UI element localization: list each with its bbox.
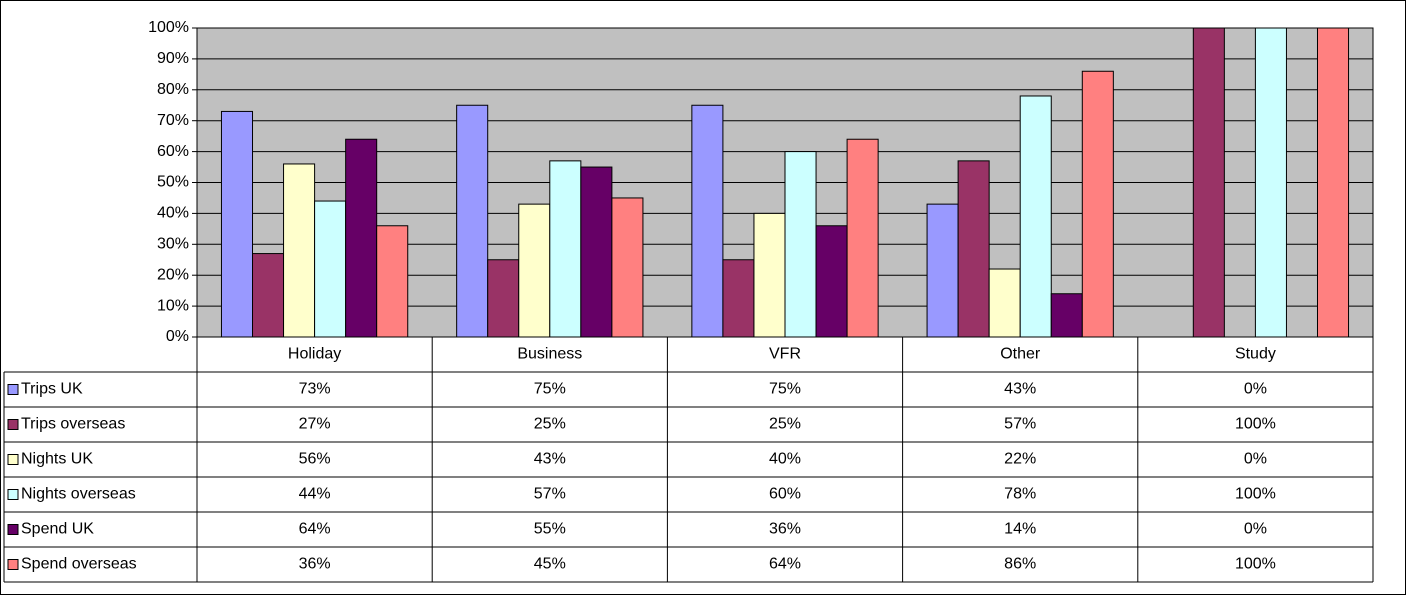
bar (1050, 293, 1083, 338)
table-value: 25% (534, 416, 566, 433)
bar (518, 203, 551, 338)
bar (722, 259, 755, 338)
table-value: 0% (1244, 521, 1267, 538)
bar (220, 110, 254, 338)
category-label: Other (1000, 346, 1041, 363)
table-value: 60% (769, 486, 801, 503)
table-value: 56% (299, 451, 331, 468)
category-label: Business (517, 346, 582, 363)
legend-key (7, 454, 19, 465)
bar (345, 138, 378, 338)
bar (784, 151, 817, 338)
table-value: 40% (769, 451, 801, 468)
category-label: VFR (769, 346, 801, 363)
bar (988, 268, 1021, 338)
bar (549, 160, 582, 338)
table-value: 36% (769, 521, 801, 538)
table-value: 100% (1235, 556, 1276, 573)
legend-key (7, 384, 19, 395)
legend-key (7, 419, 19, 430)
legend-label: Spend UK (21, 521, 94, 538)
table-value: 43% (1004, 381, 1036, 398)
legend-label: Nights overseas (21, 486, 136, 503)
bar (1254, 27, 1287, 338)
y-tick-label: 70% (157, 112, 189, 129)
y-tick-label: 50% (157, 174, 189, 191)
bar (846, 138, 879, 338)
legend-label: Trips overseas (21, 416, 125, 433)
table-value: 0% (1244, 451, 1267, 468)
legend-label: Nights UK (21, 451, 93, 468)
table-value: 78% (1004, 486, 1036, 503)
bar (1192, 27, 1225, 338)
bar (580, 166, 613, 338)
y-tick-label: 40% (157, 205, 189, 222)
table-value: 100% (1235, 416, 1276, 433)
table-value: 27% (299, 416, 331, 433)
table-value: 55% (534, 521, 566, 538)
table-value: 43% (534, 451, 566, 468)
table-value: 75% (769, 381, 801, 398)
table-value: 100% (1235, 486, 1276, 503)
table-value: 25% (769, 416, 801, 433)
table-value: 64% (769, 556, 801, 573)
table-value: 14% (1004, 521, 1036, 538)
table-value: 45% (534, 556, 566, 573)
legend-label: Trips UK (21, 381, 83, 398)
bar (815, 225, 848, 338)
y-tick-label: 90% (157, 50, 189, 67)
y-tick-label: 60% (157, 143, 189, 160)
y-tick-label: 100% (148, 19, 189, 36)
bar (611, 197, 644, 338)
table-value: 73% (299, 381, 331, 398)
y-tick-label: 0% (166, 328, 189, 345)
legend-key (7, 489, 19, 500)
bar (487, 259, 520, 338)
bar (314, 200, 347, 338)
bar (691, 104, 724, 338)
bar (456, 104, 489, 338)
bar (1081, 70, 1114, 338)
bar (283, 163, 316, 338)
bar (957, 160, 990, 338)
category-label: Holiday (288, 346, 341, 363)
table-value: 36% (299, 556, 331, 573)
legend-key (7, 524, 19, 535)
table-value: 22% (1004, 451, 1036, 468)
bar (252, 253, 285, 338)
table-value: 0% (1244, 381, 1267, 398)
table-value: 57% (534, 486, 566, 503)
category-label: Study (1235, 346, 1276, 363)
y-tick-label: 10% (157, 297, 189, 314)
y-tick-label: 30% (157, 236, 189, 253)
bar (376, 225, 409, 338)
legend-key (7, 559, 19, 570)
bar (1316, 27, 1350, 338)
table-value: 57% (1004, 416, 1036, 433)
table-value: 44% (299, 486, 331, 503)
y-tick-label: 80% (157, 81, 189, 98)
table-value: 64% (299, 521, 331, 538)
table-value: 75% (534, 381, 566, 398)
legend-label: Spend overseas (21, 556, 137, 573)
y-tick-label: 20% (157, 266, 189, 283)
bar (753, 212, 786, 338)
table-value: 86% (1004, 556, 1036, 573)
bar (926, 203, 959, 338)
bar (1019, 95, 1052, 338)
